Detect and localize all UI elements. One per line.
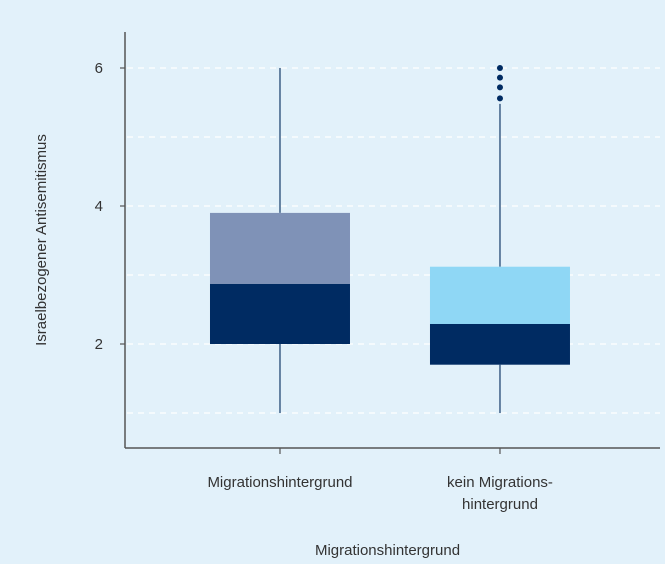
y-ticks: 2 4 6 — [95, 60, 125, 353]
box-group-1 — [209, 68, 350, 413]
outlier-point — [496, 74, 503, 81]
y-tick-label: 2 — [95, 336, 103, 353]
box-upper-quartile — [429, 266, 570, 324]
x-tick-label: hintergrund — [462, 496, 538, 513]
gridlines — [127, 67, 660, 414]
outlier-point — [496, 65, 503, 71]
y-tick-label: 6 — [95, 60, 103, 77]
box-group-2 — [429, 65, 570, 413]
x-tick-label: kein Migrations- — [447, 474, 553, 491]
axes — [124, 32, 660, 449]
box-lower-quartile — [209, 283, 350, 344]
box-upper-quartile — [209, 212, 350, 284]
outlier-point — [496, 84, 503, 91]
y-axis-label: Israelbezogener Antisemitismus — [33, 134, 50, 346]
outlier-point — [496, 95, 503, 102]
x-tick-label: Migrationshintergrund — [207, 474, 352, 491]
x-ticks: Migrationshintergrund kein Migrations-hin… — [207, 448, 553, 513]
box-lower-quartile — [429, 323, 570, 365]
plot-area — [209, 65, 570, 413]
y-tick-label: 4 — [95, 198, 103, 215]
x-axis-label: Migrationshintergrund — [315, 542, 460, 559]
